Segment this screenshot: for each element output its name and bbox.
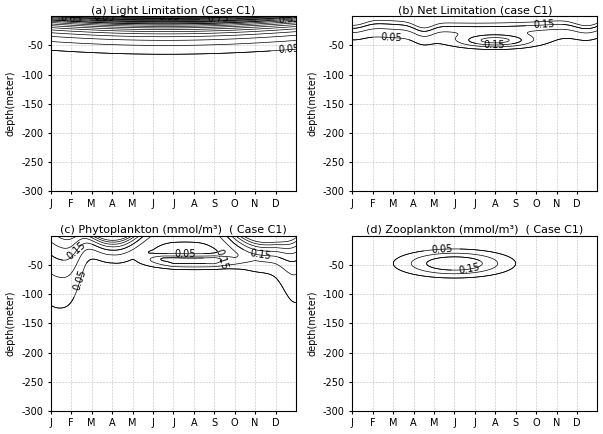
Text: 0.95: 0.95 (158, 12, 180, 22)
Title: (b) Net Limitation (case C1): (b) Net Limitation (case C1) (397, 6, 552, 16)
Text: 0.05: 0.05 (277, 44, 300, 56)
Text: 0.75: 0.75 (207, 14, 229, 24)
Text: 0.15: 0.15 (66, 239, 88, 261)
Text: 0.85: 0.85 (93, 12, 115, 23)
Text: 0.55: 0.55 (277, 13, 300, 25)
Y-axis label: depth(meter): depth(meter) (5, 71, 16, 136)
Text: 0.15: 0.15 (213, 248, 229, 271)
Y-axis label: depth(meter): depth(meter) (5, 291, 16, 356)
Text: 0.15: 0.15 (249, 248, 272, 262)
Y-axis label: depth(meter): depth(meter) (307, 291, 317, 356)
Title: (a) Light Limitation (Case C1): (a) Light Limitation (Case C1) (91, 6, 256, 16)
Text: 0.05: 0.05 (72, 268, 89, 292)
Text: 0.65: 0.65 (60, 13, 83, 25)
Text: 0.15: 0.15 (533, 20, 555, 30)
Y-axis label: depth(meter): depth(meter) (307, 71, 317, 136)
Title: (d) Zooplankton (mmol/m³)  ( Case C1): (d) Zooplankton (mmol/m³) ( Case C1) (366, 225, 584, 235)
Text: 0.15: 0.15 (458, 262, 481, 276)
Title: (c) Phytoplankton (mmol/m³)  ( Case C1): (c) Phytoplankton (mmol/m³) ( Case C1) (60, 225, 287, 235)
Text: 0.05: 0.05 (431, 244, 453, 255)
Text: 0.05: 0.05 (174, 249, 196, 259)
Text: 0.15: 0.15 (484, 40, 505, 50)
Text: 0.05: 0.05 (380, 32, 402, 43)
